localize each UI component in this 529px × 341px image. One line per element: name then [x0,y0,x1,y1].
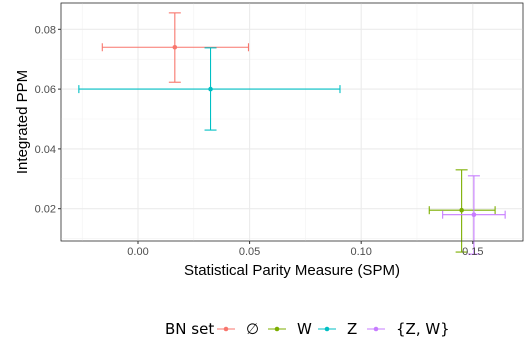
x-axis-title: Statistical Parity Measure (SPM) [184,262,400,279]
grid [61,3,523,241]
legend-title: BN set [165,320,214,338]
data-point [172,44,178,50]
x-tick-label: 0.15 [462,246,483,258]
legend-key-point [274,326,280,332]
legend-key: Z [318,320,357,338]
legend-label: ∅ [246,320,259,338]
legend-label: W [297,320,312,338]
data-layer [78,12,506,255]
legend-key-point [324,326,330,332]
legend-key: {Z, W} [367,320,450,338]
y-tick-label: 0.04 [35,144,56,156]
legend-label: {Z, W} [396,320,450,338]
legend-key-point [223,326,229,332]
x-tick-label: 0.00 [127,246,148,258]
legend: BN set ∅ W Z {Z, W} [165,320,450,338]
y-tick-label: 0.06 [35,84,56,96]
axis-ticks: 0.00 0.05 0.10 0.15 0.02 0.04 0.06 0.08 [35,24,484,258]
y-tick-label: 0.08 [35,24,56,36]
legend-key-point [373,326,379,332]
data-point [459,207,464,213]
series-W [428,169,496,253]
series-Z [78,47,341,131]
series-∅ [101,12,250,83]
legend-key: W [268,320,312,338]
plot-border [60,2,524,242]
y-axis-title: Integrated PPM [14,70,31,174]
data-point [208,86,213,92]
legend-key: ∅ [217,320,259,338]
data-point [471,212,477,217]
plot-panel [60,2,524,242]
x-tick-label: 0.05 [239,246,260,258]
legend-label: Z [347,320,357,338]
y-tick-label: 0.02 [35,204,56,216]
x-tick-label: 0.10 [350,246,371,258]
